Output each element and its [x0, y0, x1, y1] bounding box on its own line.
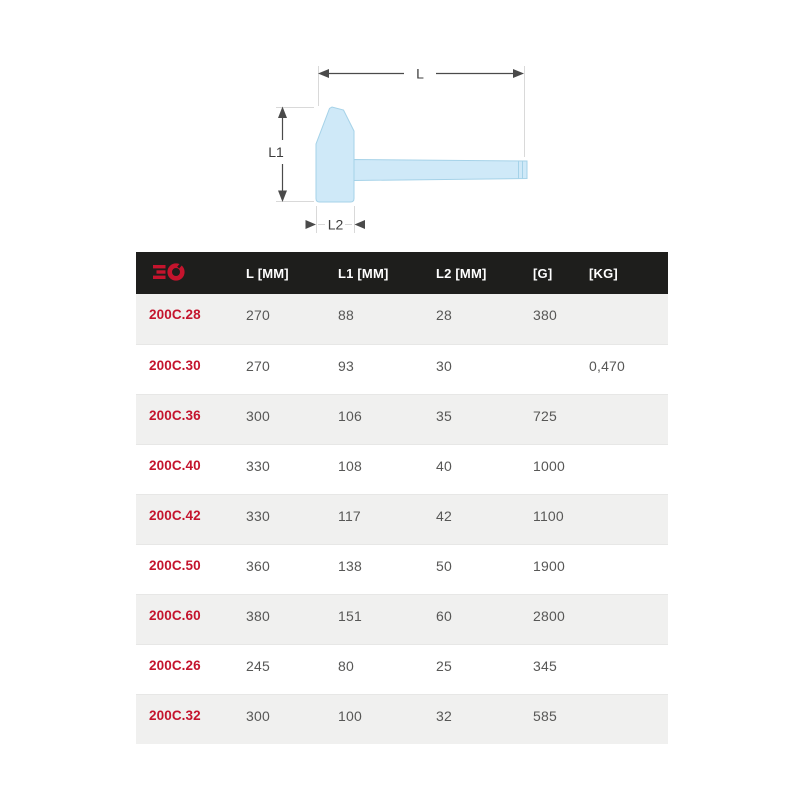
value-cell-l1: 117 [338, 507, 361, 524]
value-cell-g: 585 [533, 707, 557, 724]
value-cell-l2: 35 [436, 407, 452, 424]
table-row: 200C.40 330 108 40 1000 [136, 444, 668, 494]
value-cell-kg [589, 494, 668, 544]
model-cell: 200C.30 [149, 357, 201, 373]
value-cell-l1: 106 [338, 407, 362, 424]
model-cell: 200C.28 [149, 307, 201, 322]
table-row: 200C.36 300 106 35 725 [136, 394, 668, 444]
value-cell-l1: 138 [338, 557, 362, 574]
value-cell-kg [589, 644, 668, 694]
dimension-label-l2: L2 [328, 217, 344, 233]
model-cell: 200C.50 [149, 557, 201, 573]
value-cell-kg [589, 444, 668, 494]
value-cell-l: 270 [246, 357, 270, 374]
value-cell-l1: 80 [338, 657, 354, 674]
value-cell-l2: 60 [436, 607, 452, 624]
value-cell-l2: 42 [436, 507, 452, 524]
value-cell-g: 1100 [533, 507, 564, 524]
dimension-line-l [318, 69, 524, 78]
value-cell-g: 1900 [533, 557, 565, 574]
table-row: 200C.32 300 100 32 585 [136, 694, 668, 744]
value-cell-kg [589, 594, 668, 644]
model-cell: 200C.42 [149, 507, 201, 523]
value-cell-g: 380 [533, 307, 557, 323]
value-cell-kg [589, 394, 668, 444]
value-cell-kg: 0,470 [589, 357, 626, 374]
column-header-g: [G] [533, 265, 553, 281]
value-cell-g: 345 [533, 657, 557, 674]
column-header-l2: L2 [MM] [436, 265, 487, 281]
value-cell-l2: 30 [436, 357, 452, 374]
dimension-label-l: L [416, 66, 424, 82]
table-header-row: L [MM] L1 [MM] L2 [MM] [G] [KG] [136, 252, 668, 294]
value-cell-kg [589, 544, 668, 594]
model-cell: 200C.40 [149, 457, 201, 473]
value-cell-l1: 93 [338, 357, 354, 374]
dimension-label-l1: L1 [268, 144, 284, 160]
value-cell-l: 300 [246, 407, 270, 424]
model-cell: 200C.36 [149, 407, 201, 423]
table-row: 200C.26 245 80 25 345 [136, 644, 668, 694]
hammer-handle-shape [353, 158, 528, 182]
value-cell-l: 300 [246, 707, 270, 724]
value-cell-l: 245 [246, 657, 270, 674]
value-cell-g: 2800 [533, 607, 565, 624]
hammer-dimension-diagram: L L1 L2 [268, 66, 528, 233]
value-cell-l1: 88 [338, 307, 354, 323]
column-header-kg: [KG] [589, 265, 618, 281]
value-cell-l2: 32 [436, 707, 452, 724]
logo-header-cell [136, 252, 246, 294]
spec-table: L [MM] L1 [MM] L2 [MM] [G] [KG] 200C.28 … [136, 252, 668, 744]
value-cell-l2: 25 [436, 657, 452, 674]
value-cell-kg [589, 694, 668, 744]
model-cell: 200C.26 [149, 657, 201, 673]
value-cell-l: 360 [246, 557, 270, 574]
value-cell-l: 380 [246, 607, 270, 624]
value-cell-l1: 100 [338, 707, 362, 724]
model-cell: 200C.60 [149, 607, 201, 623]
value-cell-l: 330 [246, 457, 270, 474]
value-cell-g [533, 344, 589, 394]
dimension-line-l1 [278, 106, 287, 202]
value-cell-kg [589, 294, 668, 344]
column-header-l1: L1 [MM] [338, 265, 389, 281]
value-cell-l2: 50 [436, 557, 452, 574]
table-row: 200C.50 360 138 50 1900 [136, 544, 668, 594]
facom-logo-icon [153, 262, 185, 281]
extension-lines [276, 66, 525, 233]
hammer-head-shape [315, 106, 355, 203]
value-cell-l2: 40 [436, 457, 452, 474]
value-cell-l2: 28 [436, 307, 452, 323]
value-cell-g: 725 [533, 407, 557, 424]
model-cell: 200C.32 [149, 707, 201, 723]
dimension-line-l2 [305, 220, 365, 229]
table-row: 200C.28 270 88 28 380 [136, 294, 668, 344]
table-row: 200C.60 380 151 60 2800 [136, 594, 668, 644]
table-row: 200C.42 330 117 42 1100 [136, 494, 668, 544]
value-cell-l: 270 [246, 307, 270, 323]
table-row: 200C.30 270 93 30 0,470 [136, 344, 668, 394]
value-cell-l1: 108 [338, 457, 362, 474]
value-cell-l1: 151 [338, 607, 362, 624]
value-cell-g: 1000 [533, 457, 565, 474]
value-cell-l: 330 [246, 507, 270, 524]
column-header-l: L [MM] [246, 265, 289, 281]
